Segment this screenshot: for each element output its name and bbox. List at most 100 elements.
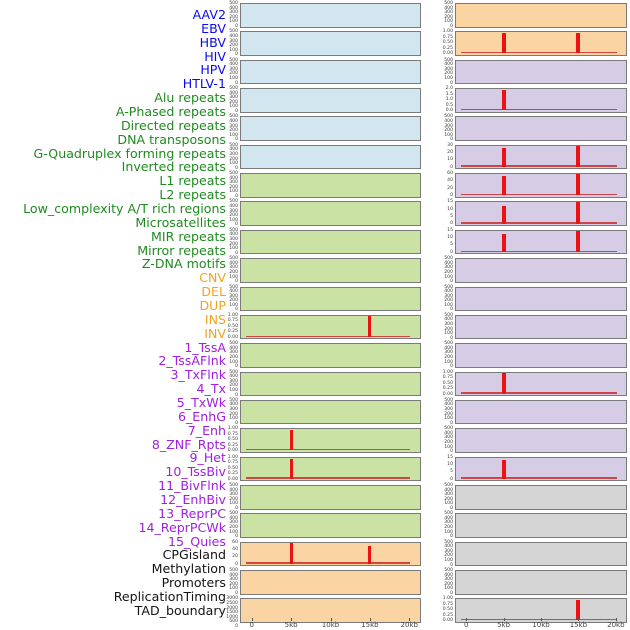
track-panel-12-enhbiv	[455, 371, 627, 397]
y-tick-label: 0	[235, 392, 238, 398]
y-tick-label: 0	[235, 165, 238, 171]
y-tick-label: 0	[450, 364, 453, 370]
y-tick-label: 5	[450, 214, 453, 220]
y-tick-label: 0.00	[442, 391, 453, 397]
y-tick-label: 0.75	[227, 460, 238, 466]
y-tick-label: 300	[444, 350, 453, 356]
y-tick-label: 10	[447, 206, 453, 212]
track-panel-11-bivflnk	[455, 343, 627, 368]
track-panel-2-tssaflnk	[455, 88, 627, 113]
y-axis-ticks: 15 10 5 0	[423, 228, 453, 256]
y-tick-label: 200	[229, 71, 238, 77]
y-tick-label: 300	[444, 435, 453, 441]
y-tick-label: 400	[229, 147, 238, 153]
track-label-4-tx: 4_Tx	[196, 381, 226, 397]
y-tick-label: 0	[450, 307, 453, 313]
y-tick-label: 100	[444, 444, 453, 450]
y-tick-label: 300	[444, 66, 453, 72]
y-tick-label: 3000	[226, 596, 238, 602]
y-tick-label: 0	[450, 449, 453, 455]
signal-spike	[576, 174, 580, 196]
y-tick-label: 0	[450, 193, 453, 199]
y-tick-label: 200	[229, 496, 238, 502]
signal-baseline	[461, 619, 617, 621]
track-panel-replicationtiming	[455, 570, 627, 595]
track-label-a-phased-repeats: A-Phased repeats	[115, 103, 226, 119]
x-tick-label: 15kb	[361, 621, 379, 629]
track-label-inv: INV	[204, 325, 226, 341]
y-tick-label: 500	[444, 1, 453, 6]
track-label-hpv: HPV	[200, 62, 226, 78]
track-panel-low-complexity-a-t-rich-regions	[240, 399, 421, 425]
y-tick-label: 0.00	[227, 334, 238, 340]
signal-spike	[576, 202, 580, 224]
y-tick-label: 0.0	[445, 108, 453, 114]
y-tick-label: 300	[229, 208, 238, 214]
x-tick-mark	[251, 618, 253, 621]
y-tick-label: 100	[229, 501, 238, 507]
y-tick-label: 30	[447, 142, 453, 148]
y-tick-label: 300	[229, 378, 238, 384]
y-tick-label: 400	[444, 345, 453, 351]
track-panel-9-het	[455, 286, 627, 312]
signal-spike	[576, 231, 580, 252]
y-tick-label: 0	[450, 505, 453, 511]
y-tick-label: 0	[450, 420, 453, 426]
track-panel-7-enh	[455, 229, 627, 255]
y-tick-label: 0.75	[442, 375, 453, 381]
y-tick-label: 500	[444, 114, 453, 120]
y-axis-ticks: 500 400 300 200 100 0	[208, 398, 238, 426]
signal-baseline	[461, 108, 617, 111]
y-tick-label: 0.00	[227, 476, 238, 482]
signal-spike	[502, 89, 506, 111]
signal-spike	[367, 316, 372, 337]
y-tick-label: 0	[235, 137, 238, 143]
y-tick-label: 400	[229, 90, 238, 96]
track-panel-l2-repeats	[240, 371, 421, 397]
y-tick-label: 200	[444, 269, 453, 275]
y-axis-ticks: 15 10 5 0	[423, 200, 453, 227]
y-tick-label: 400	[444, 289, 453, 295]
y-tick-label: 1.00	[442, 29, 453, 35]
track-panel-z-dna-motifs	[240, 513, 421, 538]
y-tick-label: 400	[444, 402, 453, 408]
y-tick-label: 0	[235, 23, 238, 29]
y-axis-ticks: 500 400 300 200 100 0	[208, 143, 238, 171]
y-tick-label: 20	[232, 554, 238, 560]
y-tick-label: 0	[235, 561, 238, 567]
track-label-mirror-repeats: Mirror repeats	[137, 242, 226, 258]
track-label-inverted-repeats: Inverted repeats	[121, 159, 226, 175]
y-tick-label: 0.75	[227, 318, 238, 324]
y-tick-label: 0	[235, 505, 238, 511]
y-tick-label: 1500	[226, 610, 238, 616]
track-label-alu-repeats: Alu repeats	[154, 90, 226, 106]
signal-baseline	[461, 193, 617, 196]
y-tick-label: 300	[444, 265, 453, 271]
track-label-tad-boundary: TAD_boundary	[134, 602, 226, 618]
y-tick-label: 400	[229, 402, 238, 408]
signal-spike	[576, 145, 580, 167]
y-axis-ticks: 500 400 300 200 100 0	[208, 86, 238, 114]
y-tick-label: 300	[229, 492, 238, 498]
track-panel-14-reprpcwk	[455, 428, 627, 453]
y-axis-ticks: 500 400 300 200 100 0	[208, 483, 238, 511]
y-tick-label: 100	[444, 132, 453, 138]
y-tick-label: 500	[444, 57, 453, 63]
y-axis-ticks: 500 400 300 200 100 0	[423, 427, 453, 454]
y-tick-label: 500	[229, 284, 238, 290]
track-label-15-quies: 15_Quies	[167, 533, 226, 549]
y-axis-ticks: 500 400 300 200 100 0	[423, 1, 453, 29]
y-tick-label: 300	[229, 151, 238, 157]
y-tick-label: 0	[235, 250, 238, 256]
y-tick-label: 500	[444, 568, 453, 573]
y-axis-ticks: 2.0 1.5 1.0 0.5 0.0	[423, 86, 453, 114]
track-labels-column: AAV2 EBV HBV HIV HPV HTLV-1 Alu repeats A-Phase…	[0, 0, 228, 630]
y-tick-label: 0.50	[442, 380, 453, 386]
y-axis-ticks: 15 10 5 0	[423, 455, 453, 483]
x-tick-label: 5kb	[497, 621, 511, 629]
y-axis-ticks: 500 400 300 200 100 0	[208, 171, 238, 199]
track-panel-cpgisland	[455, 484, 627, 510]
y-tick-label: 0.50	[442, 40, 453, 46]
y-tick-label: 0	[450, 590, 453, 596]
y-axis-ticks: 500 400 300 200 100 0	[208, 30, 238, 57]
